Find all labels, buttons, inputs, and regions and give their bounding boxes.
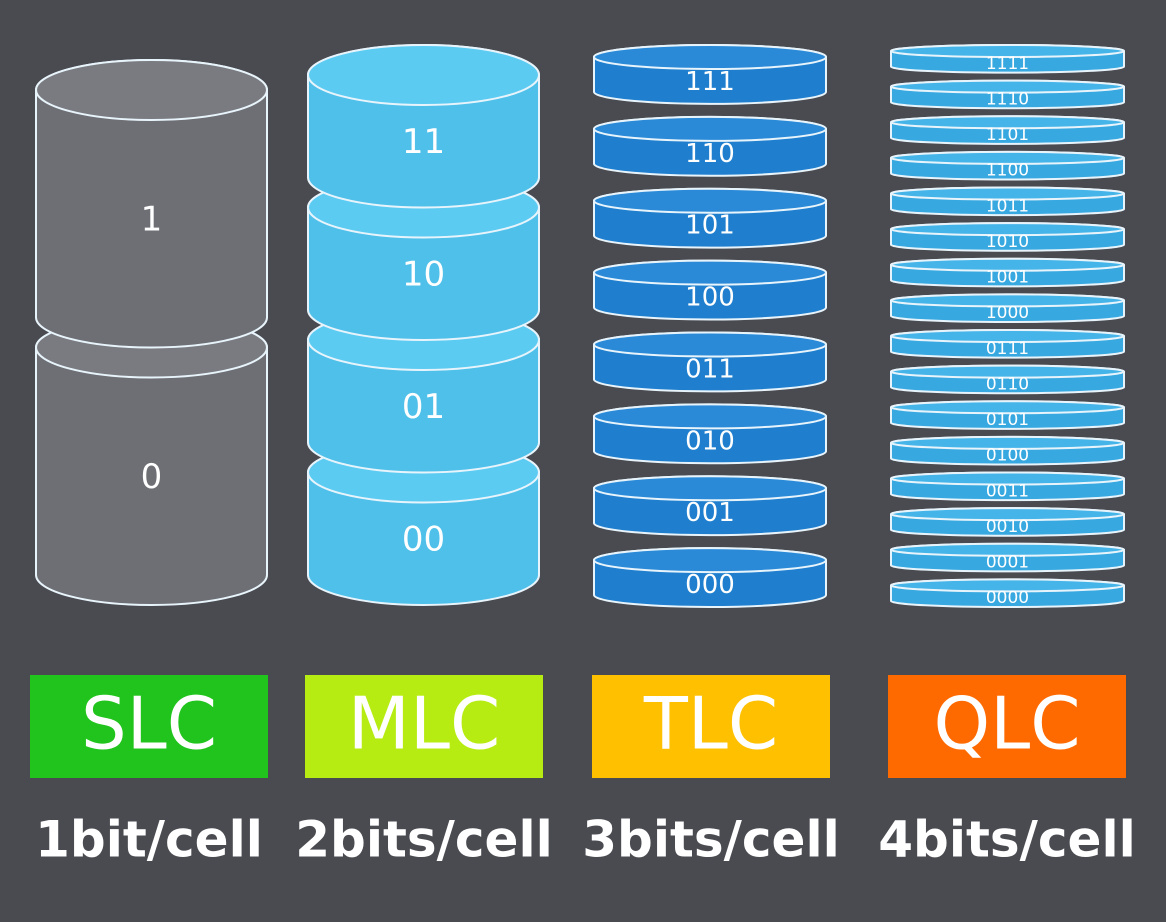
cell-label: 0000 [986, 588, 1029, 608]
cell-top [890, 329, 1125, 343]
cell-top [593, 44, 827, 70]
bits-label: 2bits/cell [295, 811, 552, 869]
cell-label: 0100 [986, 446, 1029, 466]
cell-top [890, 507, 1125, 522]
cell-label: 1101 [986, 125, 1029, 145]
cell-top [890, 293, 1125, 308]
cell-label: 0111 [986, 339, 1029, 359]
type-label: MLC [348, 682, 501, 766]
type-label: TLC [643, 682, 778, 766]
cell-label: 1110 [986, 89, 1029, 109]
cell-top [890, 222, 1125, 237]
bits-label: 4bits/cell [878, 811, 1135, 869]
cell-label: 0011 [986, 481, 1029, 501]
cell-label: 1000 [986, 303, 1029, 323]
cell-top [307, 44, 540, 106]
cell-top [890, 578, 1125, 593]
cell-label: 10 [402, 254, 445, 294]
cell-top [890, 471, 1125, 486]
cell-label: 1010 [986, 232, 1029, 252]
cell-top [890, 79, 1125, 94]
cell-label: 000 [685, 570, 735, 600]
cell-label: 1100 [986, 161, 1029, 181]
cell-top [890, 364, 1125, 379]
cell-top [890, 435, 1125, 450]
cell-top [890, 400, 1125, 415]
cell-label: 0001 [986, 553, 1029, 573]
cell-label: 1111 [986, 54, 1029, 74]
cell-label: 0 [141, 457, 163, 497]
type-badge [888, 675, 1126, 778]
bits-label: 3bits/cell [582, 811, 839, 869]
type-badge [592, 675, 830, 778]
cell-top [890, 257, 1125, 272]
cell-label: 0101 [986, 410, 1029, 430]
cell-label: 0110 [986, 374, 1029, 394]
cell-label: 1011 [986, 196, 1029, 216]
cell-label: 0010 [986, 517, 1029, 537]
cell-top [593, 403, 827, 430]
cell-label: 010 [685, 426, 735, 456]
cell-top [890, 150, 1125, 165]
type-badge [30, 675, 268, 778]
cell-top [593, 115, 827, 142]
type-badge [305, 675, 543, 778]
type-label: QLC [933, 682, 1080, 766]
cell-top [890, 186, 1125, 201]
cell-top [593, 475, 827, 502]
cell-label: 11 [402, 122, 445, 162]
cell-label: 1001 [986, 268, 1029, 288]
cell-label: 01 [402, 387, 445, 427]
cell-top [35, 59, 268, 121]
type-label: SLC [81, 682, 217, 766]
bits-label: 1bit/cell [35, 811, 263, 869]
cell-top [593, 187, 827, 214]
cell-top [593, 331, 827, 358]
cell-top [890, 115, 1125, 130]
cell-label: 101 [685, 211, 735, 241]
cell-label: 011 [685, 354, 735, 384]
cell-top [593, 259, 827, 286]
cell-label: 00 [402, 519, 445, 559]
cell-label: 001 [685, 498, 735, 528]
cell-label: 111 [685, 67, 735, 97]
cell-top [593, 547, 827, 574]
cell-top [890, 542, 1125, 557]
cell-label: 1 [141, 199, 163, 239]
cell-label: 100 [685, 283, 735, 313]
cell-label: 110 [685, 139, 735, 169]
cell-top [890, 44, 1125, 58]
